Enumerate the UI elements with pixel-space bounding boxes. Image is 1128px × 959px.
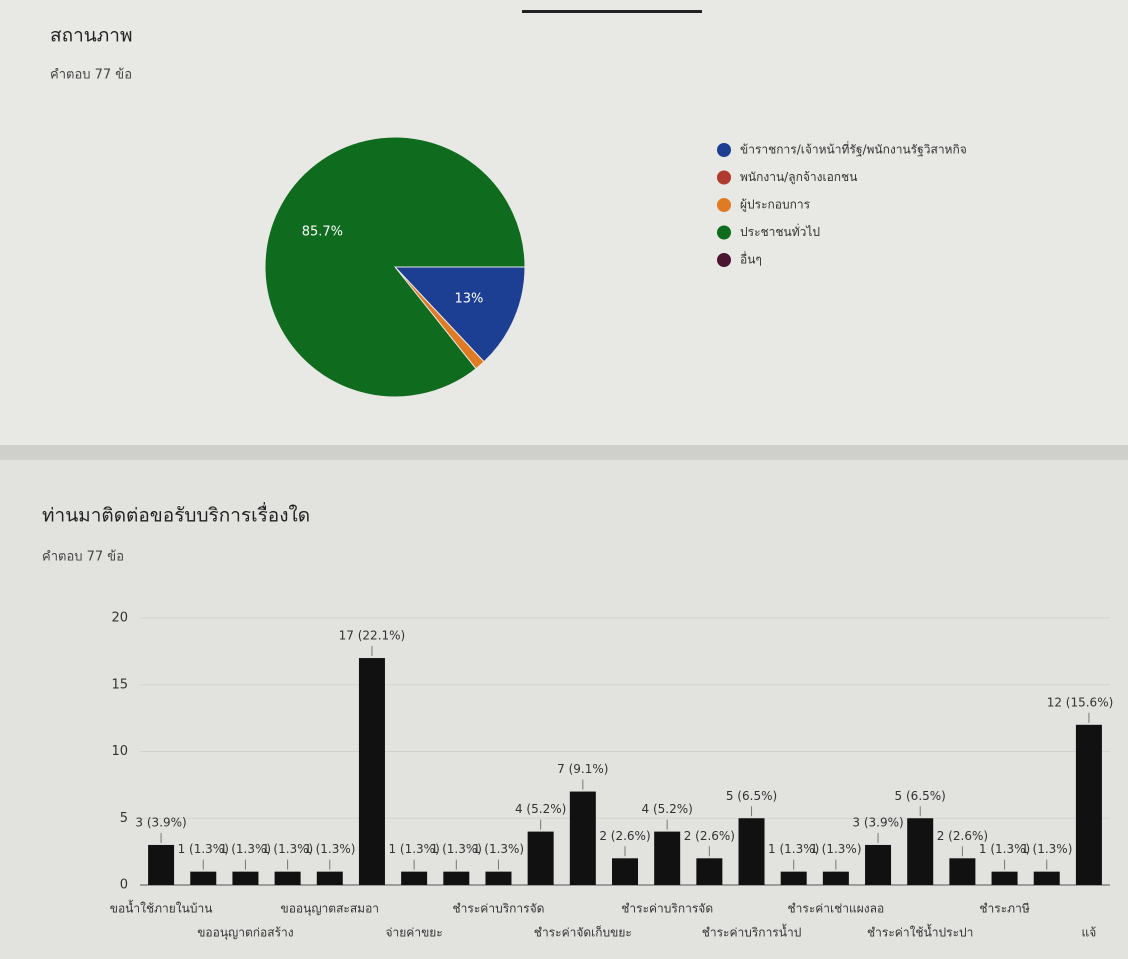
bar — [949, 858, 976, 885]
bar — [443, 871, 470, 885]
slice-label: 85.7% — [302, 224, 343, 239]
y-tick-label: 15 — [111, 677, 128, 692]
x-tick-label: ชำระค่าบริการน้ำป — [702, 924, 802, 940]
value-label: 5 (6.5%) — [726, 789, 777, 803]
value-label: 4 (5.2%) — [515, 802, 566, 816]
value-label: 1 (1.3%) — [810, 842, 861, 856]
y-tick-label: 5 — [120, 811, 128, 826]
x-tick-label: แจ้ — [1082, 926, 1097, 940]
value-label: 1 (1.3%) — [220, 842, 271, 856]
pie-card — [0, 0, 1128, 445]
bar — [569, 791, 596, 885]
x-tick-label: ชำระภาษี — [979, 902, 1029, 916]
value-label: 1 (1.3%) — [768, 842, 819, 856]
bar — [190, 871, 217, 885]
x-tick-label: ขอน้ำใช้ภายในบ้าน — [110, 900, 213, 916]
bar — [612, 858, 638, 885]
value-label: 1 (1.3%) — [431, 842, 482, 856]
legend-label: ประชาชนทั่วไป — [740, 223, 820, 239]
bar — [148, 844, 175, 885]
legend-label: ข้าราชการ/เจ้าหน้าที่รัฐ/พนักงานรัฐวิสาห… — [740, 141, 967, 157]
value-label: 7 (9.1%) — [557, 762, 608, 776]
value-label: 1 (1.3%) — [304, 842, 355, 856]
x-tick-label: ชำระค่าเช่าแผงลอ — [788, 902, 885, 916]
bar — [358, 658, 385, 885]
x-tick-label: ขออนุญาตก่อสร้าง — [197, 926, 293, 941]
value-label: 17 (22.1%) — [339, 629, 406, 643]
x-tick-label: จ่ายค่าขยะ — [386, 926, 443, 940]
legend-label: พนักงาน/ลูกจ้างเอกชน — [740, 170, 857, 185]
value-label: 3 (3.9%) — [135, 815, 186, 829]
value-label: 2 (2.6%) — [599, 829, 650, 843]
x-tick-label: ชำระค่าจัดเก็บขยะ — [534, 925, 632, 940]
chart-title: ท่านมาติดต่อขอรับบริการเรื่องใด — [42, 502, 310, 527]
bar — [865, 844, 892, 885]
bar — [1033, 871, 1060, 885]
y-tick-label: 0 — [120, 878, 128, 893]
bar — [822, 871, 849, 885]
chart-title: สถานภาพ — [50, 25, 132, 47]
legend-label: ผู้ประกอบการ — [740, 198, 811, 213]
bar — [401, 871, 428, 885]
value-label: 4 (5.2%) — [642, 802, 693, 816]
bar — [1075, 724, 1102, 885]
legend-swatch — [717, 253, 731, 267]
bar — [738, 818, 765, 885]
legend-swatch — [717, 198, 731, 212]
bar — [316, 871, 343, 885]
value-label: 3 (3.9%) — [852, 815, 903, 829]
y-tick-label: 10 — [111, 744, 128, 759]
bar — [654, 831, 681, 885]
x-tick-label: ชำระค่าใช้น้ำประปา — [867, 924, 973, 940]
bar — [485, 871, 512, 885]
bar — [991, 871, 1018, 885]
value-label: 1 (1.3%) — [1021, 842, 1072, 856]
pie-slice — [393, 266, 526, 363]
legend-swatch — [717, 225, 731, 240]
value-label: 1 (1.3%) — [262, 842, 313, 856]
bar — [780, 871, 807, 885]
x-tick-label: ชำระค่าบริการจัด — [621, 902, 713, 916]
bar — [274, 871, 301, 885]
bar — [907, 818, 934, 885]
value-label: 12 (15.6%) — [1047, 695, 1114, 709]
value-label: 2 (2.6%) — [684, 829, 735, 843]
pie-slice — [264, 136, 526, 398]
y-tick-label: 20 — [111, 611, 128, 626]
legend-swatch — [717, 143, 731, 157]
x-tick-label: ขออนุญาตสะสมอา — [281, 902, 380, 917]
tab-indicator — [522, 10, 702, 13]
value-label: 5 (6.5%) — [895, 789, 946, 803]
value-label: 1 (1.3%) — [473, 842, 524, 856]
bar — [527, 831, 554, 885]
chart-subtitle: คำตอบ 77 ข้อ — [50, 68, 132, 83]
x-tick-label: ชำระค่าบริการจัด — [453, 902, 545, 916]
bar — [232, 871, 259, 885]
bar — [696, 858, 723, 885]
value-label: 2 (2.6%) — [937, 829, 988, 843]
bar-card — [0, 460, 1128, 959]
legend-swatch — [717, 170, 731, 185]
legend-label: อื่นๆ — [740, 251, 762, 267]
value-label: 1 (1.3%) — [178, 842, 229, 856]
value-label: 1 (1.3%) — [979, 842, 1030, 856]
value-label: 1 (1.3%) — [388, 842, 439, 856]
slice-label: 13% — [455, 292, 484, 307]
chart-subtitle: คำตอบ 77 ข้อ — [42, 550, 124, 565]
